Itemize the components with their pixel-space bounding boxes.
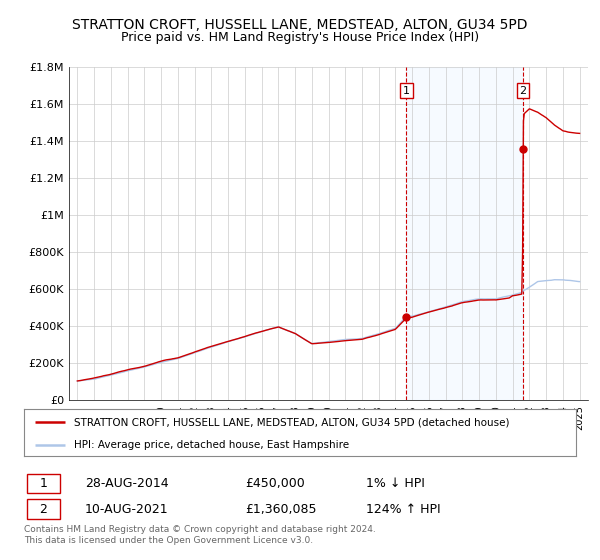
Text: £1,360,085: £1,360,085 [245, 502, 316, 516]
Text: 1% ↓ HPI: 1% ↓ HPI [366, 477, 425, 490]
Text: 1: 1 [403, 86, 410, 96]
Text: 28-AUG-2014: 28-AUG-2014 [85, 477, 169, 490]
Text: STRATTON CROFT, HUSSELL LANE, MEDSTEAD, ALTON, GU34 5PD: STRATTON CROFT, HUSSELL LANE, MEDSTEAD, … [72, 18, 528, 32]
Text: £450,000: £450,000 [245, 477, 305, 490]
FancyBboxPatch shape [27, 500, 60, 519]
Text: STRATTON CROFT, HUSSELL LANE, MEDSTEAD, ALTON, GU34 5PD (detached house): STRATTON CROFT, HUSSELL LANE, MEDSTEAD, … [74, 417, 509, 427]
Text: HPI: Average price, detached house, East Hampshire: HPI: Average price, detached house, East… [74, 440, 349, 450]
Text: Price paid vs. HM Land Registry's House Price Index (HPI): Price paid vs. HM Land Registry's House … [121, 31, 479, 44]
FancyBboxPatch shape [27, 474, 60, 493]
Text: 2: 2 [520, 86, 527, 96]
Bar [406, 67, 523, 400]
Text: 10-AUG-2021: 10-AUG-2021 [85, 502, 169, 516]
Text: 124% ↑ HPI: 124% ↑ HPI [366, 502, 441, 516]
Text: 1: 1 [40, 477, 47, 490]
Text: 2: 2 [40, 502, 47, 516]
Text: Contains HM Land Registry data © Crown copyright and database right 2024.
This d: Contains HM Land Registry data © Crown c… [24, 525, 376, 545]
